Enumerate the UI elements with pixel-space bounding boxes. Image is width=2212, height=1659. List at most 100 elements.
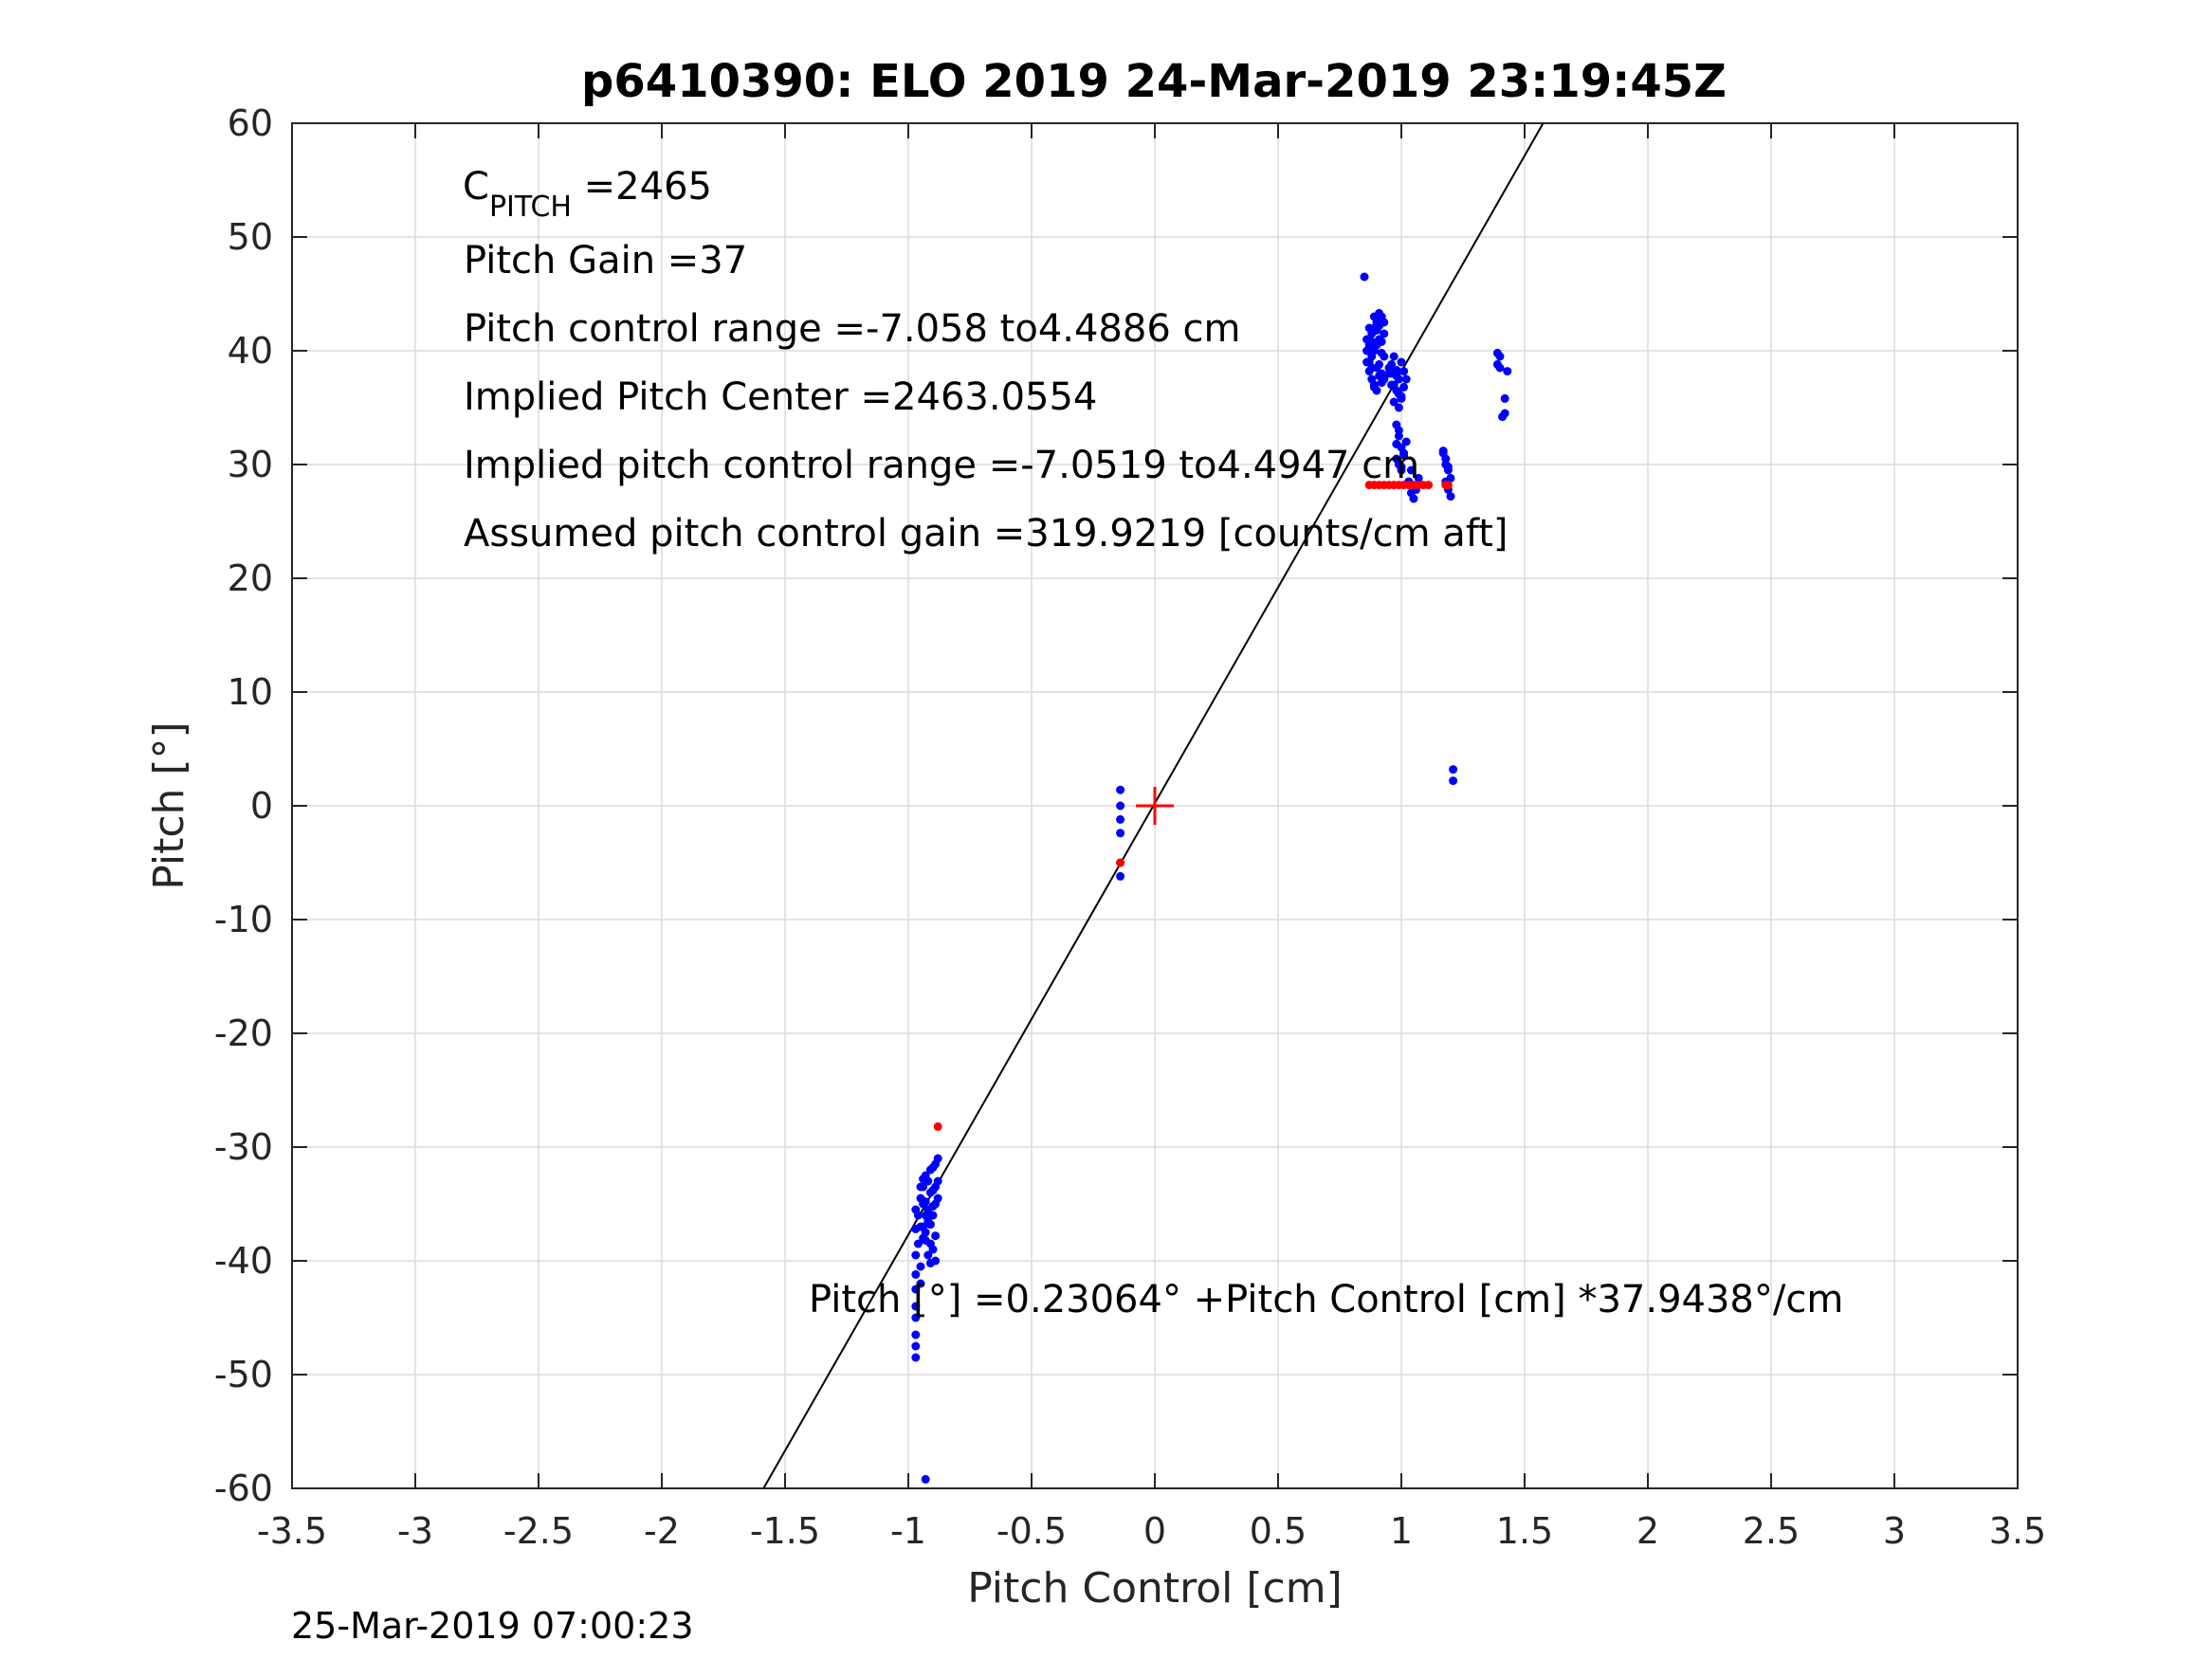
x-tick-label: 3 bbox=[1883, 1510, 1906, 1552]
blue-data-point bbox=[911, 1313, 921, 1322]
annotation-implied-center: Implied Pitch Center =2463.0554 bbox=[464, 375, 1097, 419]
blue-data-point bbox=[919, 1182, 928, 1192]
blue-data-point bbox=[925, 1239, 935, 1249]
y-tick-label: 20 bbox=[228, 557, 273, 599]
y-tick-label: -60 bbox=[214, 1468, 273, 1509]
blue-data-point bbox=[916, 1279, 925, 1288]
blue-data-point bbox=[1498, 412, 1508, 422]
footer-timestamp: 25-Mar-2019 07:00:23 bbox=[291, 1605, 694, 1647]
blue-data-point bbox=[911, 1341, 921, 1351]
x-tick-label: -1 bbox=[890, 1510, 926, 1552]
blue-data-point bbox=[1116, 785, 1125, 794]
blue-data-point bbox=[921, 1474, 930, 1484]
x-tick-label: 2.5 bbox=[1743, 1510, 1800, 1552]
y-tick-label: 0 bbox=[250, 785, 273, 827]
blue-data-point bbox=[925, 1220, 935, 1230]
blue-data-point bbox=[1116, 801, 1125, 811]
blue-data-point bbox=[1399, 382, 1409, 392]
blue-data-point bbox=[1392, 439, 1401, 448]
blue-data-point bbox=[1369, 312, 1379, 321]
blue-data-point bbox=[1406, 465, 1416, 475]
plot-area bbox=[291, 122, 2019, 1489]
blue-data-point bbox=[1360, 272, 1369, 282]
blue-data-point bbox=[913, 1211, 923, 1220]
x-tick-label: -3.5 bbox=[257, 1510, 327, 1552]
blue-data-point bbox=[1375, 321, 1384, 331]
blue-data-point bbox=[1377, 337, 1386, 346]
annotation-implied-range: Implied pitch control range =-7.0519 to4… bbox=[464, 444, 1419, 487]
x-tick-label: 0 bbox=[1143, 1510, 1166, 1552]
blue-data-point bbox=[916, 1262, 925, 1271]
annotation-equation: Pitch [°] =0.23064° +Pitch Control [cm] … bbox=[809, 1278, 1843, 1322]
annotation-c-pitch-value: =2465 bbox=[572, 165, 712, 209]
blue-data-point bbox=[913, 1239, 923, 1249]
blue-data-point bbox=[921, 1211, 930, 1220]
blue-data-point bbox=[923, 1176, 933, 1186]
blue-data-point bbox=[923, 1250, 933, 1260]
blue-data-point bbox=[933, 1176, 942, 1186]
x-axis-label: Pitch Control [cm] bbox=[967, 1564, 1343, 1613]
y-tick-label: -20 bbox=[214, 1012, 273, 1054]
blue-data-point bbox=[1449, 776, 1458, 786]
x-tick-label: -1.5 bbox=[750, 1510, 820, 1552]
axes-box bbox=[291, 122, 2019, 1489]
x-tick-label: -3 bbox=[397, 1510, 433, 1552]
center-marker-group bbox=[1136, 787, 1174, 825]
blue-data-point bbox=[1500, 393, 1509, 403]
y-tick-label: 10 bbox=[228, 671, 273, 713]
y-axis-label: Pitch [°] bbox=[145, 721, 193, 889]
blue-data-point bbox=[1409, 494, 1418, 503]
x-tick-label: 1 bbox=[1390, 1510, 1413, 1552]
y-tick-label: -30 bbox=[214, 1126, 273, 1168]
blue-data-point bbox=[1399, 367, 1409, 376]
blue-data-point bbox=[1377, 348, 1386, 357]
blue-data-point bbox=[1397, 462, 1406, 471]
blue-data-point bbox=[1367, 337, 1377, 346]
blue-data-point bbox=[933, 1154, 942, 1163]
blue-data-point bbox=[933, 1194, 942, 1203]
axis-ticks bbox=[291, 122, 2019, 1489]
blue-data-point bbox=[919, 1222, 928, 1231]
blue-data-point bbox=[1394, 403, 1403, 412]
blue-data-point bbox=[1397, 357, 1406, 367]
blue-data-point bbox=[1364, 357, 1374, 367]
blue-data-point bbox=[1443, 462, 1453, 471]
red-data-point bbox=[933, 1121, 942, 1131]
blue-data-point bbox=[1389, 352, 1398, 361]
red-data-point bbox=[1424, 481, 1434, 490]
chart-title: p6410390: ELO 2019 24-Mar-2019 23:19:45Z bbox=[581, 55, 1727, 108]
blue-data-point bbox=[1389, 397, 1398, 407]
blue-data-point bbox=[916, 1194, 925, 1203]
blue-data-point bbox=[1441, 454, 1451, 464]
blue-data-point bbox=[1414, 473, 1423, 483]
blue-data-point bbox=[1389, 380, 1398, 390]
blue-data-point bbox=[931, 1231, 941, 1241]
blue-data-point bbox=[1495, 352, 1505, 361]
blue-data-point bbox=[931, 1256, 941, 1266]
x-tick-label: 2 bbox=[1636, 1510, 1659, 1552]
annotation-c-pitch: CPITCH =2465 bbox=[463, 165, 712, 224]
annotation-c-pitch-main: C bbox=[463, 165, 489, 209]
blue-data-point bbox=[1399, 450, 1409, 460]
x-tick-label: 1.5 bbox=[1496, 1510, 1553, 1552]
red-data-point bbox=[1443, 481, 1453, 490]
blue-data-point bbox=[928, 1201, 938, 1211]
blue-data-point bbox=[1503, 367, 1512, 376]
x-tick-label: -0.5 bbox=[996, 1510, 1067, 1552]
blue-data-point bbox=[1446, 473, 1455, 483]
blue-data-point bbox=[1372, 386, 1381, 395]
y-tick-label: 50 bbox=[228, 216, 273, 258]
blue-data-point bbox=[1401, 374, 1411, 384]
x-tick-label: -2.5 bbox=[503, 1510, 574, 1552]
annotation-c-pitch-sub: PITCH bbox=[489, 191, 572, 224]
blue-data-point bbox=[911, 1302, 921, 1311]
blue-data-point bbox=[1387, 369, 1397, 378]
y-tick-label: -50 bbox=[214, 1354, 273, 1395]
y-tick-label: 30 bbox=[228, 444, 273, 485]
blue-data-point bbox=[1397, 393, 1406, 403]
blue-data-point bbox=[1116, 814, 1125, 824]
blue-data-point bbox=[1375, 359, 1384, 369]
x-tick-label: -2 bbox=[644, 1510, 680, 1552]
blue-data-point bbox=[1116, 829, 1125, 838]
